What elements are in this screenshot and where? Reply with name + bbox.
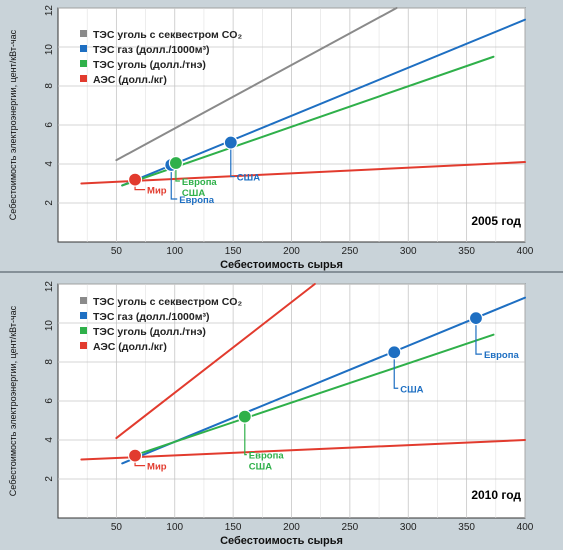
x-tick-label: 400 [517,246,534,257]
point-label: Европа [249,451,285,462]
legend-label: ТЭС газ (долл./1000м³) [93,44,209,56]
x-tick-label: 250 [342,246,359,257]
point-label: США [249,462,272,473]
point-leader [175,169,180,182]
series-line-1 [115,283,316,440]
x-tick-label: 50 [111,522,123,533]
x-tick-label: 300 [400,246,417,257]
x-tick-label: 200 [283,522,300,533]
legend-label: ТЭС уголь с секвестром CO₂ [93,29,242,41]
chart-panel-1: 50 100 150 200 250 300 350 400 2 4 6 8 10 12 Себестоим… [8,5,534,271]
y-axis-label: Себестоимость электроэнергии, цент/кВт-ч… [8,305,18,496]
y-tick-label: 2 [44,476,55,482]
x-axis-label: Себестоимость сырья [220,259,343,271]
legend-label: АЭС (долл./кг) [93,74,167,86]
x-tick-label: 300 [400,522,417,533]
data-point [387,345,402,360]
y-tick-label: 10 [44,320,55,332]
series-line-4 [80,439,526,461]
point-leader [170,170,178,200]
legend-label: ТЭС уголь (долл./тнэ) [93,326,206,338]
y-tick-label: 10 [44,44,55,56]
y-tick-label: 6 [44,398,55,404]
legend-label: ТЭС уголь (долл./тнэ) [93,59,206,71]
x-tick-label: 200 [283,246,300,257]
data-point [223,135,238,150]
point-label: США [237,173,260,184]
point-leader [134,185,146,191]
x-tick-label: 400 [517,522,534,533]
x-tick-label: 350 [458,246,475,257]
data-point [468,311,484,326]
legend-label: ТЭС уголь с секвестром CO₂ [93,296,242,308]
point-label: США [400,384,423,395]
y-tick-label: 2 [44,200,55,206]
x-tick-label: 50 [111,246,123,257]
x-tick-label: 150 [225,522,242,533]
point-label: Европа [484,350,520,361]
legend-swatch [80,45,87,52]
legend-label: АЭС (долл./кг) [93,341,167,353]
y-tick-label: 12 [44,281,55,293]
year-label: 2005 год [471,214,521,228]
data-point [127,448,143,463]
x-tick-label: 350 [458,522,475,533]
point-label: США [182,188,205,199]
legend-swatch [80,312,87,319]
series-line-4 [80,161,526,185]
legend-swatch [80,75,87,82]
y-tick-label: 4 [44,437,55,443]
legend-swatch [80,60,87,67]
point-label: Европа [182,177,218,188]
chart-panel-2: 50 100 150 200 250 300 350 400 2 4 6 8 10 12 Себестоим… [8,281,534,547]
series-line-1 [115,7,398,162]
x-tick-label: 150 [225,246,242,257]
legend-swatch [80,297,87,304]
point-label: Мир [147,186,167,197]
x-tick-label: 100 [166,522,183,533]
point-leader [393,358,399,389]
data-point [168,155,184,171]
data-point [127,172,143,187]
point-leader [244,422,247,456]
point-leader [475,324,482,355]
y-tick-label: 4 [44,161,55,167]
y-axis-label: Себестоимость электроэнергии, цент/кВт-ч… [8,29,18,220]
legend-swatch [80,327,87,334]
point-label: Европа [179,195,215,206]
point-label: Мир [147,462,167,473]
series-line-2 [121,296,526,465]
series-line-3 [121,55,495,187]
legend-label: ТЭС газ (долл./1000м³) [93,311,209,323]
y-tick-label: 12 [44,5,55,17]
y-tick-label: 8 [44,359,55,365]
legend-swatch [80,342,87,349]
point-leader [134,461,146,467]
year-label: 2010 год [471,488,521,502]
series-line-2 [121,18,526,187]
x-axis-label: Себестоимость сырья [220,535,343,547]
x-tick-label: 250 [342,522,359,533]
series-line-3 [127,333,495,459]
y-tick-label: 8 [44,83,55,89]
y-tick-label: 6 [44,122,55,128]
point-leader [230,148,235,178]
x-tick-label: 100 [166,246,183,257]
legend-swatch [80,30,87,37]
data-point [237,409,252,424]
